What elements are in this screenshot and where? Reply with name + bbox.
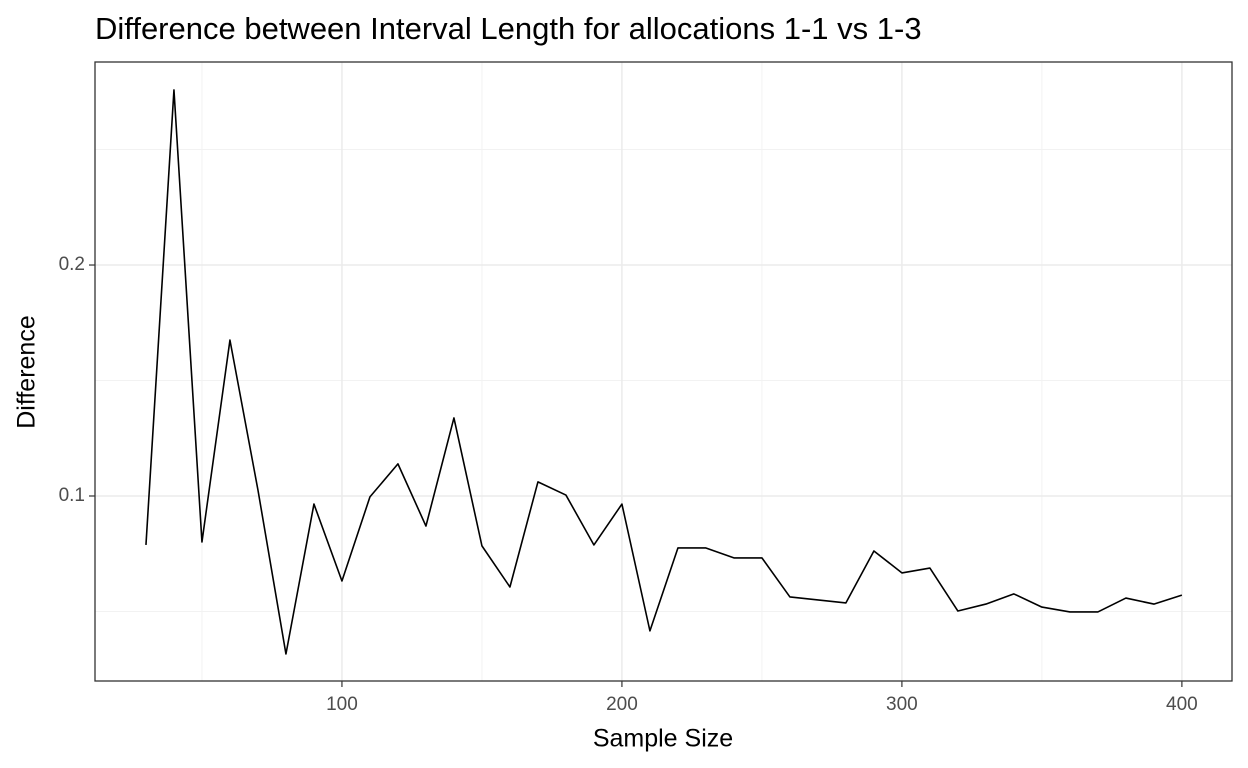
y-tick-label: 0.2	[59, 254, 85, 275]
panel-border	[94, 61, 1233, 682]
y-axis-title: Difference	[13, 315, 41, 429]
x-tick-label: 200	[606, 694, 638, 715]
x-tick-label: 100	[326, 694, 358, 715]
y-tick-label: 0.1	[59, 485, 85, 506]
chart-title: Difference between Interval Length for a…	[95, 11, 922, 46]
x-tick-label: 300	[886, 694, 918, 715]
data-line	[145, 89, 1183, 655]
x-tick-label: 400	[1166, 694, 1198, 715]
x-axis-title: Sample Size	[593, 725, 733, 753]
